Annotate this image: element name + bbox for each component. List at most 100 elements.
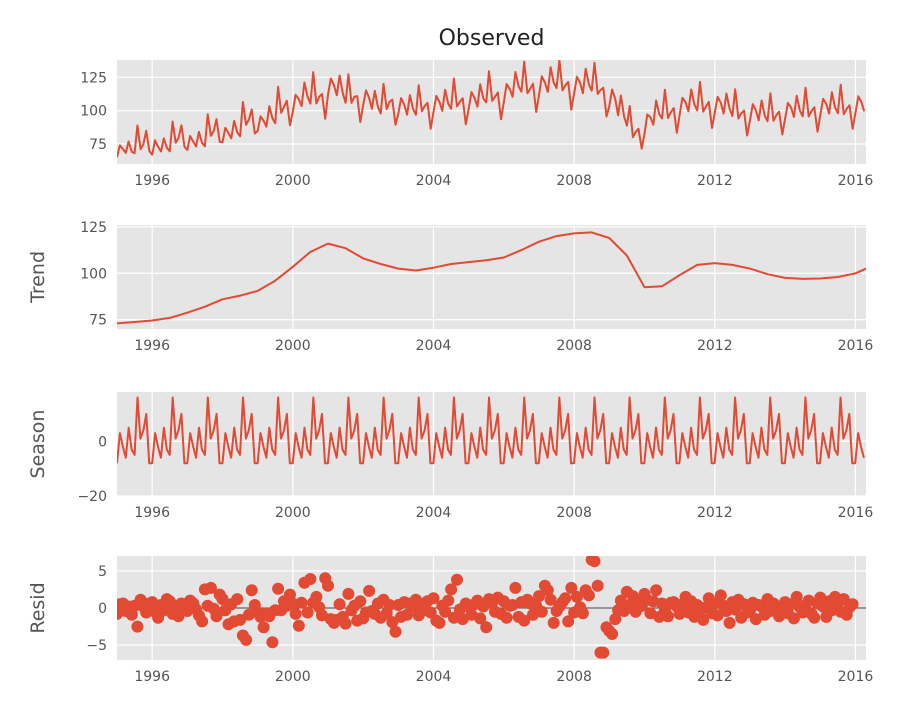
y-tick-label: 100 bbox=[80, 266, 107, 282]
resid-point bbox=[210, 610, 223, 623]
resid-point bbox=[304, 573, 317, 585]
season-plot-area bbox=[117, 392, 866, 496]
observed-series-line bbox=[117, 60, 866, 158]
trend-ylabel: Trend bbox=[27, 251, 49, 304]
resid-point bbox=[389, 625, 402, 638]
resid-point bbox=[266, 636, 279, 649]
y-tick-label: 0 bbox=[98, 601, 107, 617]
trend-marks bbox=[117, 231, 866, 325]
resid-point bbox=[439, 605, 452, 618]
resid-point bbox=[257, 621, 270, 634]
resid-point bbox=[787, 612, 800, 625]
resid-point bbox=[714, 589, 727, 602]
resid-point bbox=[723, 616, 736, 629]
resid-point bbox=[386, 616, 399, 629]
y-tick-label: 0 bbox=[98, 434, 107, 450]
x-tick-label: 2008 bbox=[556, 669, 592, 685]
resid-point bbox=[339, 617, 352, 630]
x-tick-label: 2012 bbox=[697, 669, 733, 685]
resid-panel: 1996 2000 2004 2008 2012 2016 −5 0 5 Resid bbox=[27, 0, 874, 685]
y-tick-label: 75 bbox=[89, 313, 107, 329]
chart-title: Observed bbox=[439, 26, 545, 51]
x-tick-label: 2016 bbox=[838, 505, 874, 521]
resid-point bbox=[342, 587, 355, 600]
resid-point bbox=[401, 608, 414, 621]
observed-marks bbox=[117, 60, 866, 158]
resid-point bbox=[480, 621, 493, 634]
resid-point bbox=[286, 597, 299, 610]
resid-point bbox=[234, 613, 247, 626]
x-tick-label: 2004 bbox=[416, 338, 452, 354]
x-tick-label: 1996 bbox=[134, 173, 170, 189]
resid-point bbox=[216, 593, 229, 606]
resid-point bbox=[518, 614, 531, 627]
x-tick-label: 1996 bbox=[134, 338, 170, 354]
resid-point bbox=[852, 0, 864, 6]
x-tick-label: 2012 bbox=[697, 338, 733, 354]
resid-point bbox=[442, 594, 455, 607]
resid-point bbox=[544, 593, 557, 606]
resid-point bbox=[433, 616, 446, 629]
x-tick-label: 2000 bbox=[275, 505, 311, 521]
resid-point bbox=[447, 611, 460, 624]
resid-point bbox=[597, 646, 610, 659]
x-tick-label: 2000 bbox=[275, 338, 311, 354]
x-tick-label: 2016 bbox=[838, 669, 874, 685]
season-panel: 1996 2000 2004 2008 2012 2016 −20 0 Season bbox=[27, 392, 873, 521]
season-ylabel: Season bbox=[27, 410, 49, 479]
resid-point bbox=[562, 615, 575, 628]
x-tick-label: 2012 bbox=[697, 505, 733, 521]
resid-point bbox=[301, 606, 314, 619]
resid-point bbox=[295, 596, 308, 609]
resid-point bbox=[570, 590, 583, 603]
resid-marks bbox=[117, 0, 870, 659]
y-tick-label: 5 bbox=[98, 564, 107, 580]
y-tick-label: −20 bbox=[77, 489, 107, 505]
x-tick-label: 2004 bbox=[416, 505, 452, 521]
resid-point bbox=[272, 582, 285, 595]
resid-point bbox=[846, 598, 859, 611]
x-tick-label: 2012 bbox=[697, 173, 733, 189]
x-tick-label: 2008 bbox=[556, 338, 592, 354]
y-tick-label: 100 bbox=[80, 104, 107, 120]
resid-point bbox=[451, 573, 463, 586]
resid-point bbox=[509, 581, 522, 594]
resid-point bbox=[855, 0, 867, 6]
season-marks bbox=[117, 396, 865, 465]
resid-point bbox=[591, 579, 604, 592]
resid-point bbox=[310, 590, 323, 603]
resid-point bbox=[808, 611, 821, 624]
trend-series-line bbox=[117, 231, 866, 325]
resid-point bbox=[427, 592, 440, 605]
resid-point bbox=[445, 583, 458, 596]
x-tick-label: 2008 bbox=[556, 173, 592, 189]
x-tick-label: 2000 bbox=[275, 669, 311, 685]
resid-point bbox=[140, 606, 153, 619]
resid-point bbox=[547, 616, 560, 629]
resid-point bbox=[729, 603, 742, 616]
x-tick-label: 2000 bbox=[275, 173, 311, 189]
resid-ylabel: Resid bbox=[27, 582, 49, 633]
resid-point bbox=[322, 579, 334, 592]
resid-point bbox=[576, 607, 589, 620]
resid-point bbox=[204, 581, 217, 594]
resid-point bbox=[131, 620, 144, 633]
resid-point bbox=[474, 612, 487, 625]
resid-point bbox=[292, 619, 305, 632]
resid-point bbox=[541, 584, 554, 597]
resid-point bbox=[363, 584, 376, 597]
resid-point bbox=[697, 613, 710, 626]
resid-point bbox=[231, 593, 244, 606]
season-series-line bbox=[117, 396, 865, 465]
resid-point bbox=[500, 611, 513, 624]
observed-plot-area bbox=[117, 60, 866, 164]
x-tick-label: 1996 bbox=[134, 505, 170, 521]
resid-point bbox=[606, 628, 619, 640]
resid-point bbox=[858, 0, 870, 6]
resid-point bbox=[245, 584, 258, 597]
resid-point bbox=[383, 599, 396, 611]
resid-point bbox=[196, 615, 209, 628]
observed-panel: 1996 2000 2004 2008 2012 2016 75 100 125 Observed bbox=[80, 26, 873, 189]
trend-panel: 1996 2000 2004 2008 2012 2016 75 100 125 Trend bbox=[27, 220, 873, 354]
